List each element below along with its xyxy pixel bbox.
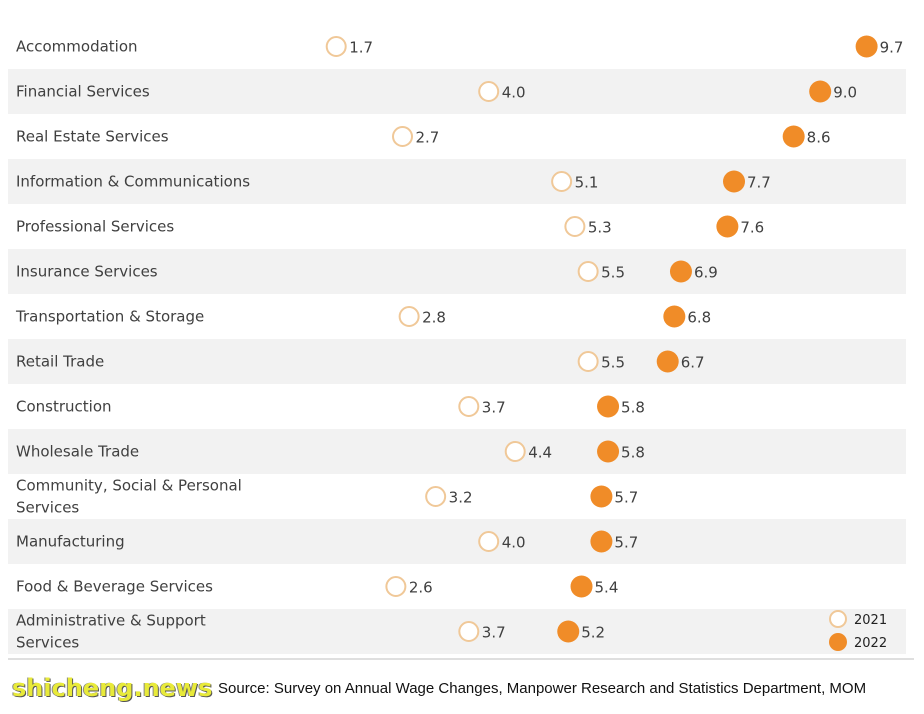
- legend-label-2021: 2021: [854, 613, 887, 628]
- marker-2022: [570, 575, 593, 598]
- value-label-2021: 2.8: [422, 309, 446, 327]
- value-label-2022: 8.6: [807, 129, 831, 147]
- row-band: [8, 519, 906, 564]
- legend-label-2022: 2022: [854, 636, 887, 651]
- value-label-2021: 4.0: [502, 534, 526, 552]
- value-label-2022: 5.4: [595, 579, 619, 597]
- value-label-2021: 2.7: [416, 129, 440, 147]
- value-label-2022: 6.9: [694, 264, 718, 282]
- value-label-2021: 2.6: [409, 579, 433, 597]
- category-label: Community, Social & Personal Services: [16, 477, 242, 517]
- marker-2022: [723, 170, 746, 193]
- marker-2022: [590, 530, 613, 553]
- category-label: Information & Communications: [16, 173, 250, 191]
- marker-2022: [782, 125, 805, 148]
- category-label: Financial Services: [16, 83, 150, 101]
- marker-2022: [669, 260, 692, 283]
- marker-2022: [663, 305, 686, 328]
- value-label-2022: 5.7: [614, 534, 638, 552]
- category-label: Transportation & Storage: [15, 308, 204, 326]
- marker-2021: [504, 441, 526, 462]
- category-label: Professional Services: [16, 218, 174, 236]
- value-label-2022: 9.7: [880, 39, 904, 57]
- marker-2021: [478, 531, 500, 552]
- row-band: [8, 159, 906, 204]
- marker-2021: [325, 36, 347, 57]
- value-label-2021: 3.2: [449, 489, 473, 507]
- category-label: Administrative & Support Services: [16, 612, 206, 652]
- row-band: [8, 339, 906, 384]
- marker-2021: [458, 396, 480, 417]
- marker-2022: [597, 440, 620, 463]
- value-label-2022: 5.7: [614, 489, 638, 507]
- value-label-2021: 5.3: [588, 219, 612, 237]
- value-label-2022: 5.8: [621, 444, 645, 462]
- category-label: Manufacturing: [16, 533, 125, 551]
- marker-2022: [809, 80, 832, 103]
- marker-2021: [551, 171, 573, 192]
- marker-2022: [855, 35, 878, 58]
- value-label-2022: 6.8: [687, 309, 711, 327]
- watermark-logo: shicheng.news: [12, 674, 213, 702]
- marker-2022: [716, 215, 739, 238]
- value-label-2022: 9.0: [833, 84, 857, 102]
- row-band: [8, 609, 906, 654]
- value-label-2021: 5.1: [575, 174, 599, 192]
- marker-2021: [478, 81, 500, 102]
- marker-2022: [656, 350, 679, 373]
- category-label: Insurance Services: [16, 263, 158, 281]
- category-label: Retail Trade: [16, 353, 104, 371]
- legend-marker-2021: [829, 610, 847, 628]
- value-label-2022: 7.6: [740, 219, 764, 237]
- marker-2021: [564, 216, 586, 237]
- category-label: Real Estate Services: [16, 128, 169, 146]
- source-note: Source: Survey on Annual Wage Changes, M…: [218, 680, 867, 697]
- category-label: Construction: [16, 398, 112, 416]
- row-band: [8, 249, 906, 294]
- marker-2021: [425, 486, 447, 507]
- value-label-2021: 3.7: [482, 399, 506, 417]
- marker-2021: [577, 351, 599, 372]
- legend-marker-2022: [829, 633, 847, 651]
- value-label-2021: 4.0: [502, 84, 526, 102]
- marker-2021: [392, 126, 414, 147]
- value-label-2021: 1.7: [349, 39, 373, 57]
- marker-2021: [385, 576, 407, 597]
- value-label-2021: 5.5: [601, 264, 625, 282]
- row-band: [8, 69, 906, 114]
- marker-2021: [458, 621, 480, 642]
- value-label-2021: 4.4: [528, 444, 552, 462]
- marker-2021: [398, 306, 420, 327]
- value-label-2022: 5.8: [621, 399, 645, 417]
- category-label: Food & Beverage Services: [16, 578, 213, 596]
- value-label-2022: 6.7: [681, 354, 705, 372]
- marker-2022: [557, 620, 580, 643]
- value-label-2021: 5.5: [601, 354, 625, 372]
- value-label-2021: 3.7: [482, 624, 506, 642]
- marker-2022: [590, 485, 613, 508]
- marker-2022: [597, 395, 620, 418]
- category-label: Accommodation: [16, 38, 138, 56]
- value-label-2022: 7.7: [747, 174, 771, 192]
- category-label: Wholesale Trade: [16, 443, 139, 461]
- value-label-2022: 5.2: [581, 624, 605, 642]
- marker-2021: [577, 261, 599, 282]
- row-band: [8, 429, 906, 474]
